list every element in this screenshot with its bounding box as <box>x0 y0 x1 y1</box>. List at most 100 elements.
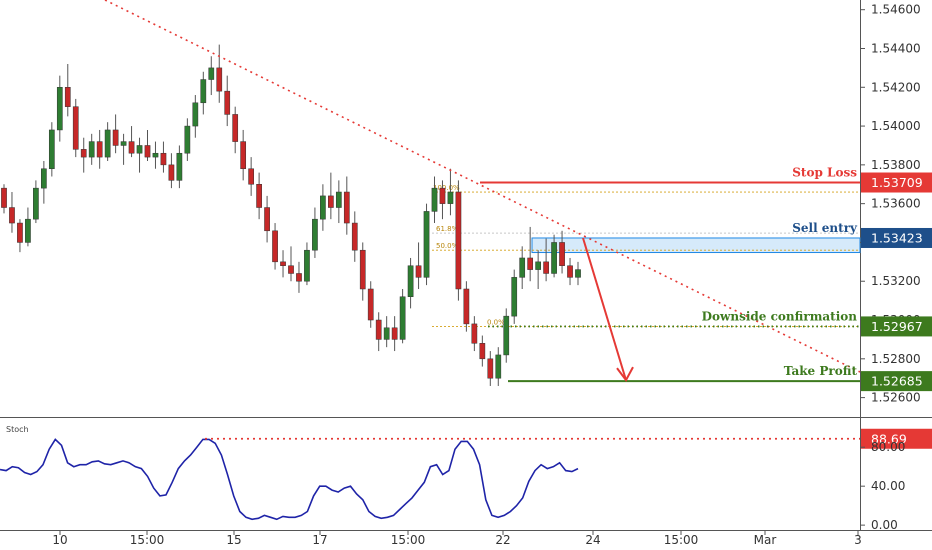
candle-body <box>96 141 103 158</box>
candle-body <box>17 222 23 243</box>
price-tick-label: 1.53800 <box>871 158 921 172</box>
candle-body <box>33 187 39 220</box>
candle-body <box>320 195 326 220</box>
time-tick-label: 24 <box>585 533 600 547</box>
candle-body <box>431 187 438 212</box>
candle-body <box>359 249 366 290</box>
price-tick-label: 1.53200 <box>871 274 921 288</box>
candle-body <box>264 207 270 232</box>
stoch-line <box>0 438 579 521</box>
stoch-level-value: 88.69 <box>871 431 907 446</box>
candle-body <box>104 129 111 158</box>
candle <box>56 75 63 142</box>
candle <box>559 230 565 274</box>
price-tick-label: 1.54000 <box>871 119 921 133</box>
candle <box>383 316 390 348</box>
candle <box>543 238 549 282</box>
candle <box>375 312 382 352</box>
candle-body <box>463 288 470 325</box>
candle <box>48 122 55 177</box>
candle-body <box>41 168 47 189</box>
price-tick-label: 1.54200 <box>871 80 921 94</box>
downside-confirmation-price-badge <box>861 316 932 337</box>
candle-body <box>447 191 454 204</box>
time-tick-label: 15:00 <box>130 533 165 547</box>
candle <box>120 133 127 165</box>
candle <box>160 141 167 173</box>
candle-body <box>48 129 55 169</box>
candle <box>519 246 526 289</box>
candle <box>232 106 239 154</box>
candle <box>9 192 15 233</box>
candle <box>64 64 71 117</box>
candle-body <box>112 129 119 146</box>
fib-level-label: 0.0% <box>487 318 505 326</box>
price-tick-label: 1.54600 <box>871 3 921 17</box>
candle <box>351 211 358 262</box>
candle-body <box>120 141 127 146</box>
candle-body <box>335 191 342 208</box>
candle-body <box>375 319 382 340</box>
stoch-tick-label: 80.00 <box>871 440 905 454</box>
level-labels: Stop Loss 1.53709 Sell entry 1.53423 Downsid… <box>702 166 932 392</box>
take-profit-price-value: 1.52685 <box>871 374 923 389</box>
candle-body <box>527 257 534 270</box>
candle <box>463 281 470 332</box>
candle-body <box>200 79 207 104</box>
time-tick-label: 17 <box>312 533 327 547</box>
candle-body <box>312 218 318 251</box>
candle <box>447 168 454 216</box>
candle <box>328 172 334 220</box>
time-tick-label: 15:00 <box>664 533 699 547</box>
candle <box>256 172 262 220</box>
candle <box>495 347 502 386</box>
candle <box>280 250 286 278</box>
time-tick-label: 3 <box>854 533 862 547</box>
candle <box>72 98 79 158</box>
candle <box>136 137 143 173</box>
candle-body <box>25 218 31 243</box>
candle-body <box>383 327 390 340</box>
candle <box>184 118 191 161</box>
candle-body <box>248 168 254 185</box>
candle-body <box>64 87 71 107</box>
candle <box>224 75 231 127</box>
candle <box>479 335 486 367</box>
take-profit-label: Take Profit <box>784 364 858 378</box>
candle <box>96 129 103 169</box>
candle <box>439 180 446 220</box>
candle-body <box>216 67 223 92</box>
candle-body <box>479 343 486 360</box>
candle-body <box>72 106 79 150</box>
candle-body <box>1 187 7 208</box>
candle <box>575 261 581 286</box>
candle <box>104 122 111 161</box>
candle <box>320 184 326 231</box>
price-tick-label: 1.52600 <box>871 391 921 405</box>
zones <box>531 237 861 254</box>
candle <box>343 176 350 235</box>
candle-body <box>288 265 294 274</box>
descending-trendline <box>104 0 861 373</box>
candle <box>208 56 215 96</box>
time-tick-label: 15 <box>226 533 241 547</box>
candle-body <box>535 261 541 270</box>
stop-loss-price-value: 1.53709 <box>871 175 923 190</box>
candle-body <box>280 261 286 266</box>
candle <box>503 308 510 363</box>
take-profit-price-badge <box>861 371 932 392</box>
candle-body <box>144 145 151 158</box>
candle-body <box>296 273 302 282</box>
candle <box>455 180 462 301</box>
candle-body <box>391 327 398 340</box>
candle <box>144 129 151 161</box>
candle <box>312 207 318 258</box>
candle-body <box>471 323 478 344</box>
sell-entry-price-value: 1.53423 <box>871 230 923 245</box>
candle-body <box>184 125 191 154</box>
price-tick-label: 1.53600 <box>871 197 921 211</box>
candle <box>33 180 39 224</box>
candle-body <box>176 152 183 181</box>
candle <box>399 288 406 344</box>
